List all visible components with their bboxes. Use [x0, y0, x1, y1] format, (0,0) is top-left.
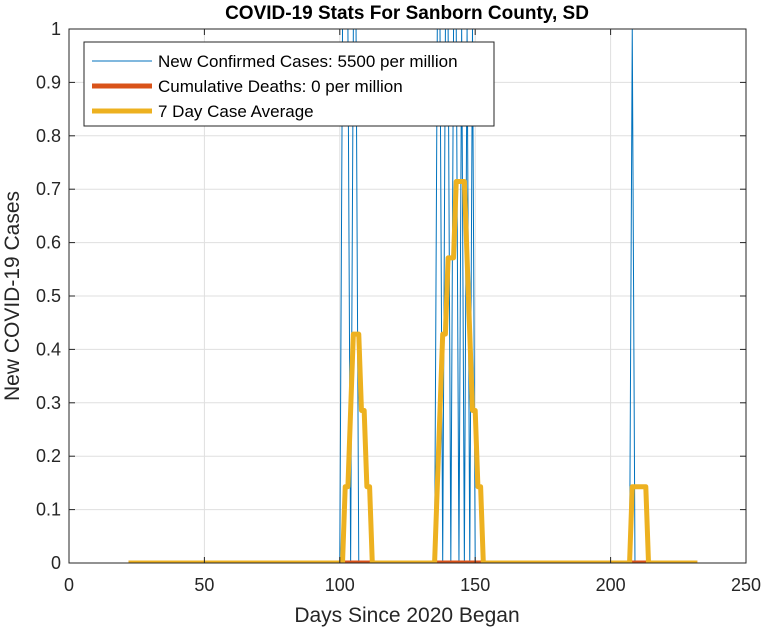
series-7-day-average-line: [128, 179, 698, 563]
x-axis-title: Days Since 2020 Began: [294, 604, 519, 627]
x-tick-label: 200: [596, 575, 626, 595]
y-tick-label: 0.4: [36, 339, 61, 359]
x-tick-label: 50: [194, 575, 214, 595]
y-tick-label: 1: [51, 19, 61, 39]
legend-box: [83, 41, 495, 127]
legend-label: Cumulative Deaths: 0 per million: [158, 77, 403, 96]
y-tick-label: 0.2: [36, 446, 61, 466]
x-tick-label: 100: [325, 575, 355, 595]
y-tick-label: 0: [51, 553, 61, 573]
y-tick-label: 0.6: [36, 233, 61, 253]
y-tick-label: 0.1: [36, 500, 61, 520]
chart-title: COVID-19 Stats For Sanborn County, SD: [225, 3, 589, 24]
legend-label: New Confirmed Cases: 5500 per million: [158, 52, 458, 71]
series-layer: [128, 29, 698, 563]
x-tick-label: 0: [64, 575, 74, 595]
y-axis-title: New COVID-19 Cases: [1, 191, 24, 401]
y-tick-label: 0.5: [36, 286, 61, 306]
y-tick-label: 0.9: [36, 72, 61, 92]
y-tick-label: 0.3: [36, 393, 61, 413]
tick-layer: 0 50 100 150 200 250 0 0.1 0.2 0.3 0.4 0.5 0.6 0.7 0.8…: [36, 19, 761, 595]
legend-label: 7 Day Case Average: [158, 102, 314, 121]
x-tick-label: 250: [731, 575, 761, 595]
y-tick-label: 0.8: [36, 126, 61, 146]
x-tick-label: 150: [460, 575, 490, 595]
y-tick-label: 0.7: [36, 179, 61, 199]
legend: New Confirmed Cases: 5500 per million Cum…: [83, 41, 495, 127]
